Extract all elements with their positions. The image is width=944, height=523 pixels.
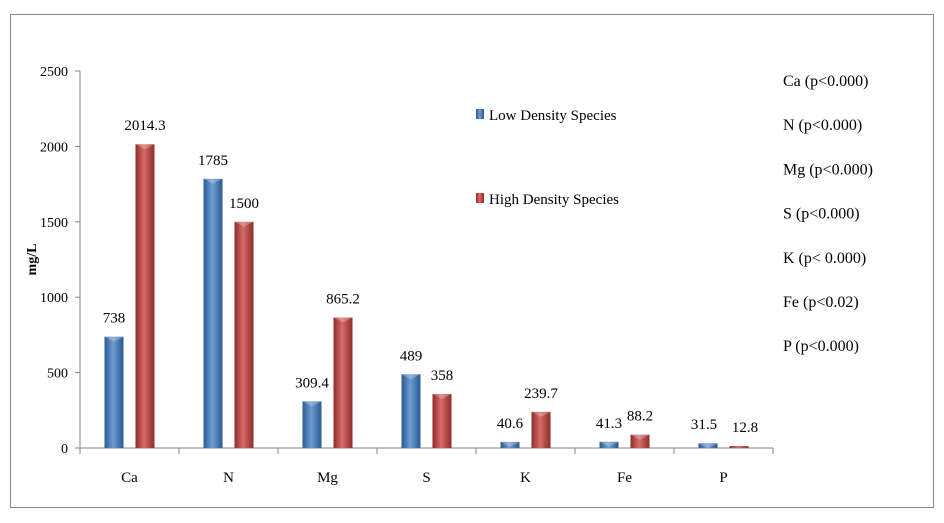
x-tick-label: Mg [317, 470, 338, 486]
data-label: 865.2 [326, 292, 360, 308]
p-value-annotation: Fe (p<0.02) [783, 294, 859, 311]
y-tick-label: 1000 [40, 291, 68, 306]
data-label: 738 [103, 311, 126, 327]
low-density-bar [500, 441, 520, 448]
x-tick-label: Fe [617, 470, 632, 486]
chart-frame [10, 14, 934, 508]
p-value-annotation: S (p<0.000) [783, 206, 860, 223]
x-tick-label: N [223, 470, 234, 486]
low-density-bar [104, 336, 124, 448]
data-label: 41.3 [596, 416, 622, 432]
bars-group [104, 144, 749, 449]
p-value-annotation: N (p<0.000) [783, 117, 862, 134]
data-label: 1500 [229, 196, 259, 212]
data-label: 88.2 [627, 409, 653, 425]
y-tick-label: 500 [47, 367, 68, 382]
bar-bevel [630, 434, 650, 440]
p-value-annotation: Ca (p<0.000) [783, 73, 868, 90]
x-tick-label: K [520, 470, 531, 486]
p-value-annotation: Mg (p<0.000) [783, 161, 873, 178]
bar-bevel [500, 441, 520, 447]
bar-bevel [531, 411, 551, 417]
bar-bevel [599, 441, 619, 447]
low-density-bar [401, 374, 421, 448]
bar-bevel [698, 443, 718, 449]
bar-bevel [104, 336, 124, 342]
p-value-annotation: K (p< 0.000) [783, 250, 866, 267]
data-labels-group: 738 1785 309.4 489 40.6 41.3 31.5 2014.3 1500 865… [103, 118, 758, 436]
low-density-bar [203, 178, 223, 448]
high-density-bar [531, 411, 551, 448]
high-density-bar [135, 144, 155, 448]
y-axis-title: mg/L [25, 244, 40, 276]
axes: 0 500 1000 1500 2000 2500 Ca N Mg S K Fe Pmg/L [25, 65, 774, 486]
bar-bevel [432, 394, 452, 400]
high-density-bar [234, 221, 254, 448]
legend-swatch-high-density [476, 193, 484, 203]
data-label: 12.8 [732, 420, 758, 436]
data-label: 489 [400, 348, 423, 364]
y-tick-label: 2500 [40, 65, 68, 80]
high-density-bar [333, 317, 353, 448]
x-tick-label: P [719, 470, 727, 486]
bar-bevel [401, 374, 421, 380]
y-tick-label: 0 [61, 442, 68, 457]
low-density-bar [302, 401, 322, 448]
data-label: 31.5 [691, 417, 717, 433]
low-density-bar [599, 441, 619, 448]
data-label: 239.7 [524, 386, 558, 402]
high-density-bar [729, 446, 749, 448]
p-value-annotations: Ca (p<0.000) N (p<0.000) Mg (p<0.000) S (p<… [783, 73, 873, 355]
data-label: 2014.3 [124, 118, 165, 134]
legend: Low Density Species High Density Species [476, 108, 619, 208]
y-tick-label: 1500 [40, 216, 68, 231]
legend-label: High Density Species [489, 192, 619, 208]
bar-bevel [135, 144, 155, 150]
low-density-bar [698, 443, 718, 448]
high-density-bar [432, 394, 452, 448]
x-tick-label: S [422, 470, 430, 486]
bar-bevel [333, 317, 353, 323]
high-density-bar [630, 434, 650, 448]
data-label: 1785 [198, 153, 228, 169]
data-label: 309.4 [295, 375, 329, 391]
bar-bevel [234, 221, 254, 227]
x-tick-label: Ca [121, 470, 138, 486]
y-tick-label: 2000 [40, 140, 68, 155]
legend-swatch-low-density [476, 109, 484, 119]
legend-label: Low Density Species [489, 108, 617, 124]
p-value-annotation: P (p<0.000) [783, 338, 859, 355]
bar-bevel [203, 178, 223, 184]
bar-bevel [302, 401, 322, 407]
data-label: 358 [431, 368, 454, 384]
data-label: 40.6 [497, 416, 524, 432]
